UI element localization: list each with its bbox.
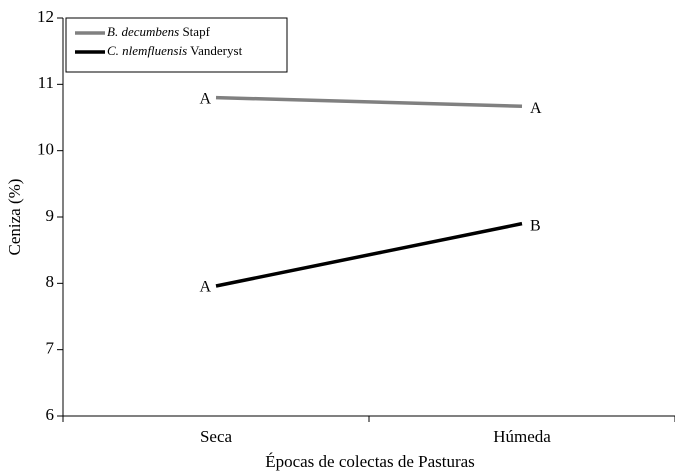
y-tick-label: 6 — [46, 405, 55, 424]
legend-label: B. decumbens Stapf — [107, 24, 211, 39]
significance-letter: A — [199, 90, 211, 107]
significance-letter: B — [530, 217, 541, 234]
series-line — [215, 95, 523, 108]
y-axis-label: Ceniza (%) — [5, 179, 24, 256]
y-tick-label: 7 — [46, 339, 55, 358]
y-tick-label: 11 — [38, 73, 54, 92]
y-tick-label: 9 — [46, 206, 55, 225]
legend-box — [65, 17, 288, 73]
x-tick-label: Seca — [200, 427, 233, 446]
significance-letter: A — [199, 279, 211, 296]
legend-label: C. nlemfluensis Vanderyst — [107, 43, 243, 58]
x-axis-label: Épocas de colectas de Pasturas — [265, 452, 475, 471]
y-tick-label: 12 — [37, 7, 54, 26]
series-line — [215, 221, 523, 288]
y-tick-label: 8 — [46, 272, 55, 291]
x-tick-label: Húmeda — [493, 427, 551, 446]
significance-letter: A — [530, 100, 542, 117]
y-tick-label: 10 — [37, 140, 54, 159]
